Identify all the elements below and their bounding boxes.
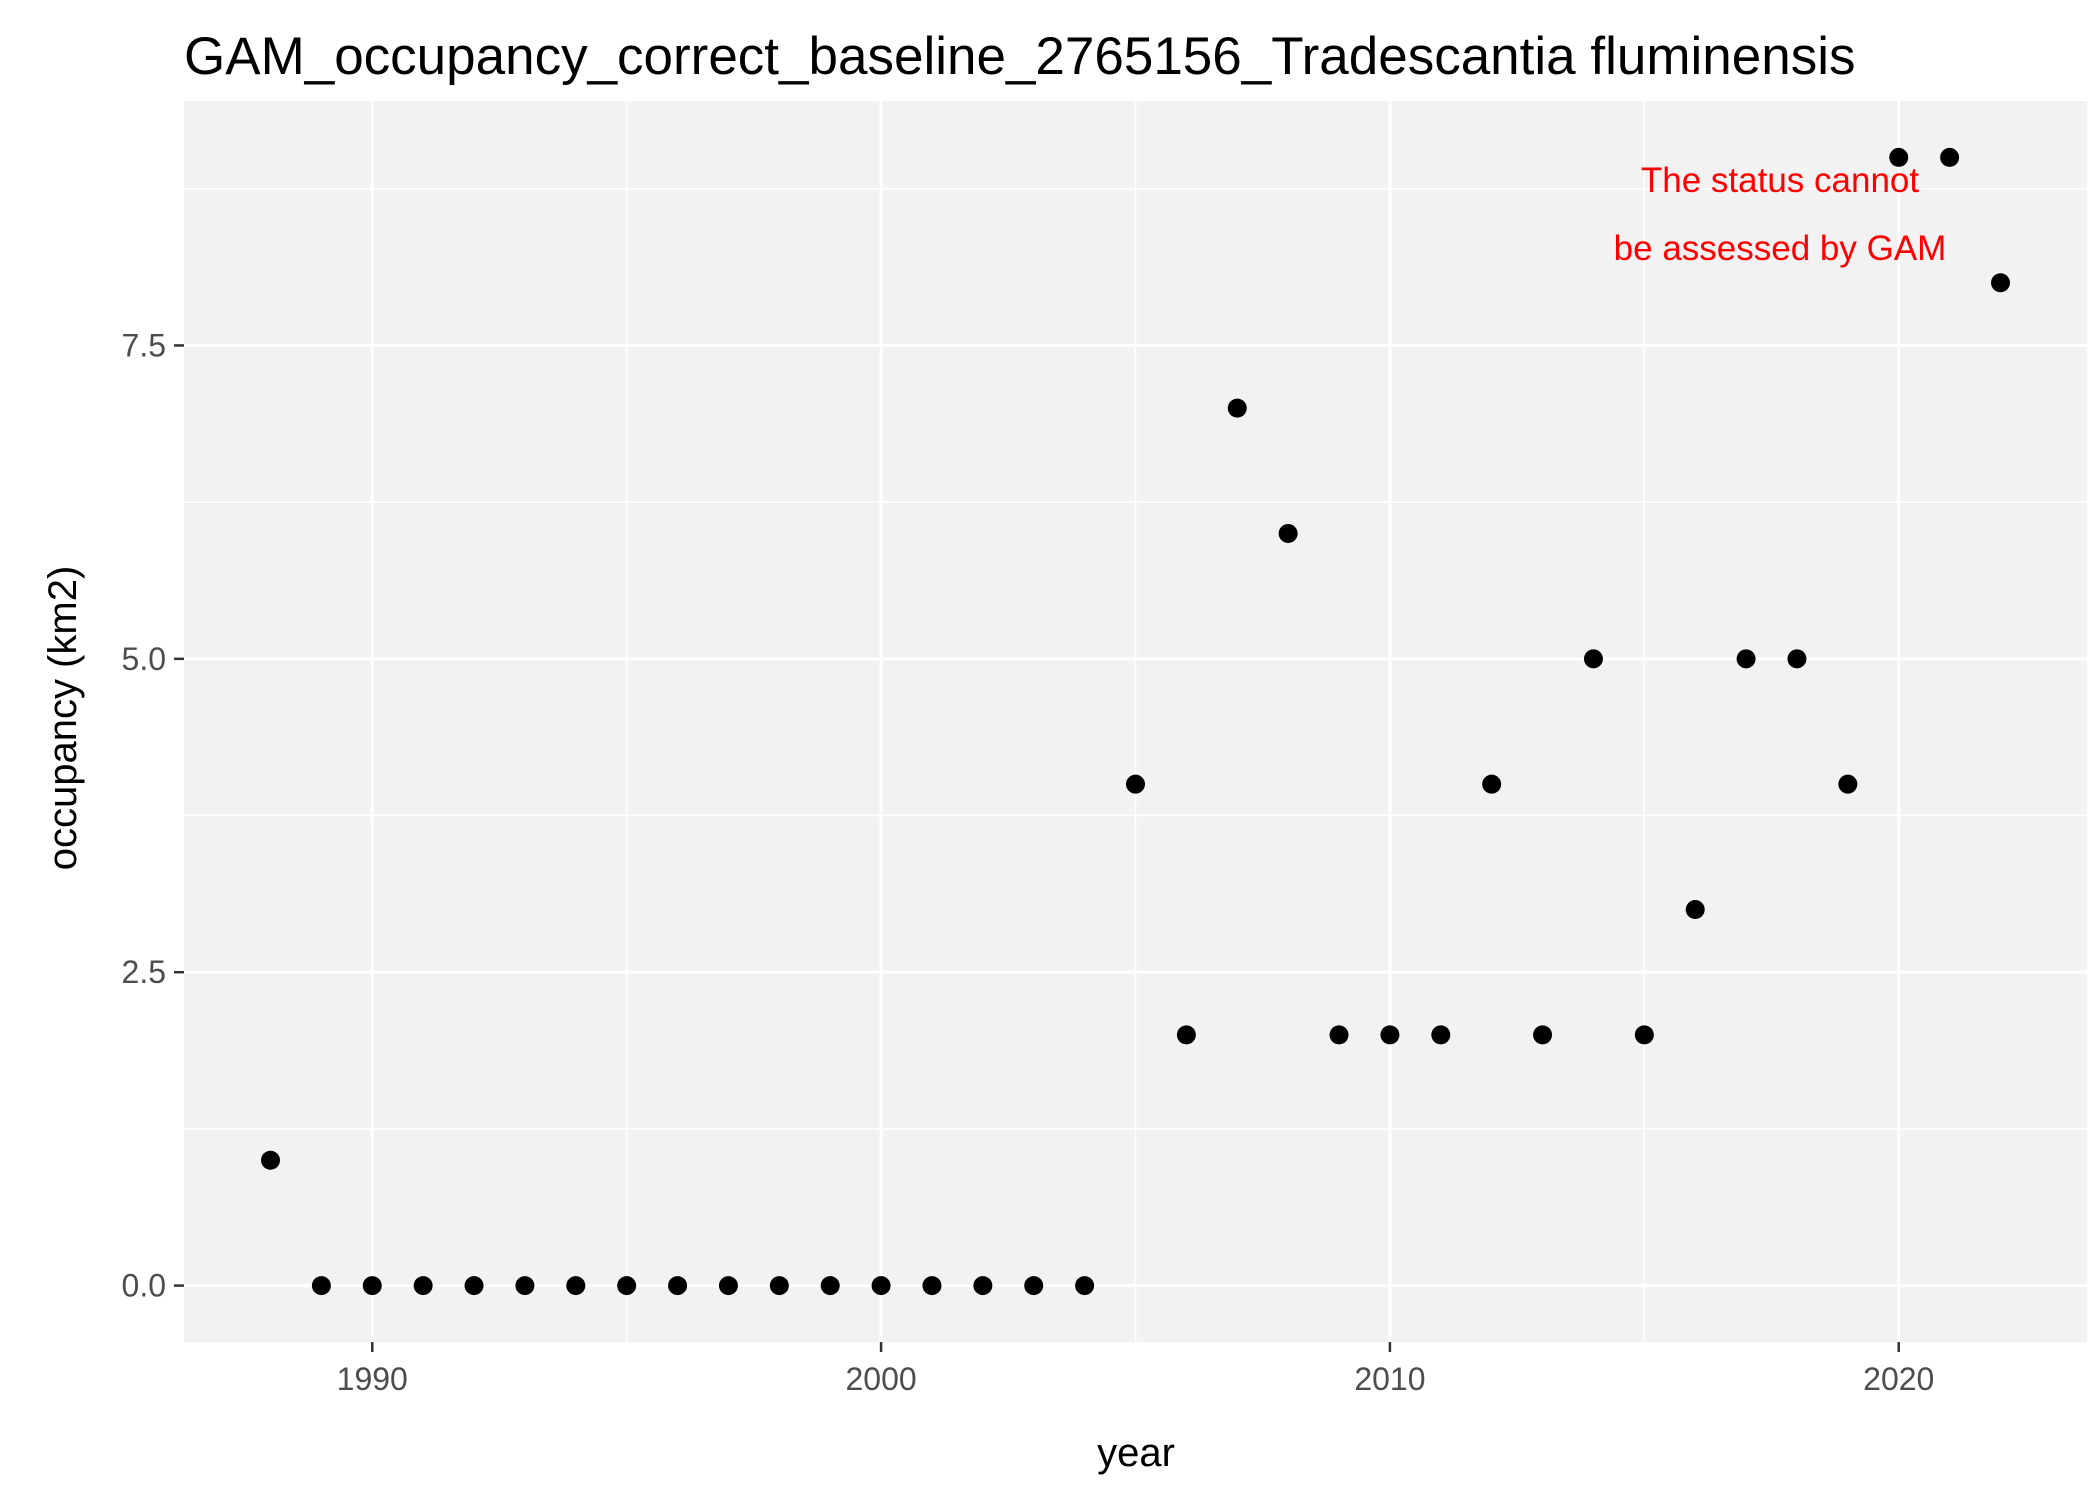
data-point: [1431, 1025, 1451, 1045]
x-tick-label: 2000: [845, 1361, 916, 1397]
x-axis-title: year: [1097, 1431, 1175, 1475]
data-point: [1126, 774, 1145, 794]
data-point: [1176, 1025, 1196, 1045]
data-points: [261, 147, 2010, 1296]
data-point: [617, 1276, 637, 1296]
data-point: [566, 1276, 586, 1296]
x-axis: 1990 2000 2010 2020: [337, 1342, 1934, 1397]
data-point: [1634, 1025, 1654, 1045]
data-point: [1482, 774, 1502, 794]
data-point: [922, 1276, 942, 1296]
y-tick-label: 0.0: [122, 1268, 166, 1304]
data-point: [311, 1276, 331, 1296]
data-point: [871, 1276, 891, 1296]
data-point: [1329, 1025, 1349, 1045]
data-point: [668, 1276, 688, 1296]
y-axis: 0.0 2.5 5.0 7.5: [122, 327, 184, 1304]
y-axis-title: occupancy (km2): [41, 566, 85, 871]
data-point: [1024, 1276, 1044, 1296]
chart-title: GAM_occupancy_correct_baseline_2765156_T…: [184, 27, 1855, 86]
data-point: [515, 1276, 535, 1296]
data-point: [1991, 273, 2010, 293]
data-point: [820, 1276, 840, 1296]
x-tick-label: 1990: [337, 1361, 408, 1397]
x-tick-label: 2010: [1354, 1361, 1425, 1397]
status-annotation: The status cannot be assessed by GAM: [1614, 161, 1947, 268]
data-point: [718, 1276, 738, 1296]
data-point: [1380, 1025, 1400, 1045]
data-point: [973, 1276, 993, 1296]
data-point: [1838, 774, 1858, 794]
data-point: [464, 1276, 484, 1296]
data-point: [1736, 649, 1756, 669]
data-point: [1278, 523, 1298, 543]
data-point: [1787, 649, 1807, 669]
data-point: [1227, 398, 1247, 418]
data-point: [1533, 1025, 1553, 1045]
data-point: [1583, 649, 1603, 669]
annotation-line-1: The status cannot: [1641, 161, 1919, 200]
data-point: [362, 1276, 382, 1296]
data-point: [1685, 900, 1705, 920]
data-point: [1075, 1276, 1095, 1296]
data-point: [1889, 147, 1909, 167]
data-point: [261, 1150, 280, 1170]
data-point: [413, 1276, 433, 1296]
data-point: [1940, 147, 1960, 167]
data-point: [769, 1276, 789, 1296]
annotation-line-2: be assessed by GAM: [1614, 229, 1947, 268]
x-tick-label: 2020: [1863, 1361, 1934, 1397]
y-tick-label: 5.0: [122, 641, 166, 677]
major-gridlines: [184, 101, 2087, 1342]
y-tick-label: 2.5: [122, 954, 166, 990]
minor-gridlines: [184, 101, 2087, 1342]
y-tick-label: 7.5: [122, 327, 166, 363]
